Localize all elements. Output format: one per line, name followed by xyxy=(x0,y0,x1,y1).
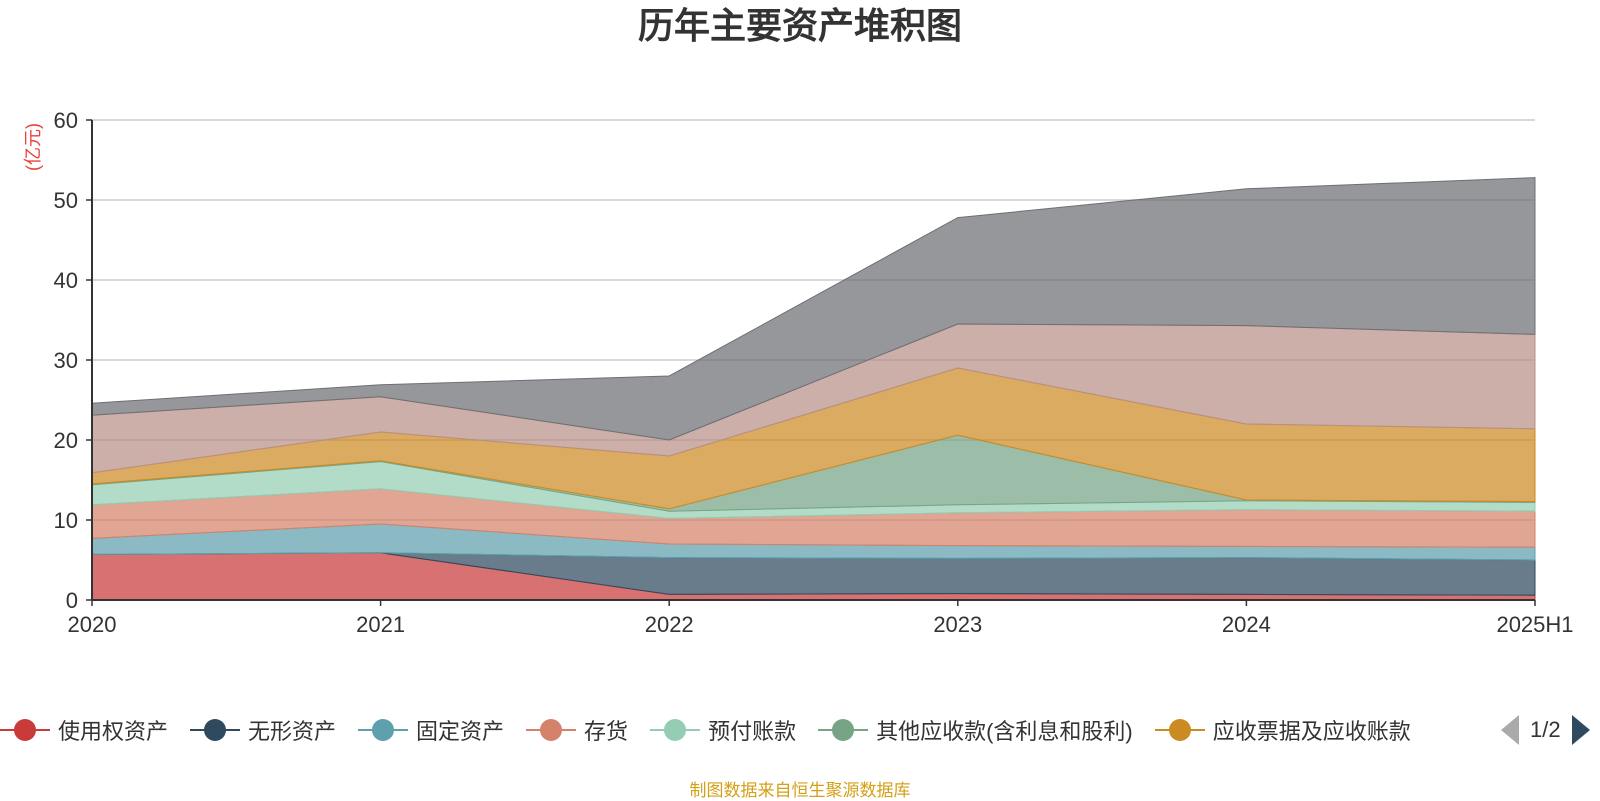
x-tick-label: 2024 xyxy=(1222,612,1271,637)
legend-item[interactable]: 无形资产 xyxy=(190,710,336,750)
x-tick-label: 2022 xyxy=(645,612,694,637)
y-tick-label: 10 xyxy=(54,508,78,533)
y-tick-label: 60 xyxy=(54,108,78,133)
legend-item-label: 无形资产 xyxy=(248,719,337,744)
legend-item[interactable]: 应收票据及应收账款 xyxy=(1154,710,1411,750)
legend-item-label: 使用权资产 xyxy=(58,719,169,744)
triangle-right-icon xyxy=(1571,715,1590,745)
legend-item[interactable]: 其他应收款(含利息和股利) xyxy=(818,710,1133,750)
legend-item-label: 其他应收款(含利息和股利) xyxy=(876,719,1133,744)
legend-item[interactable]: 固定资产 xyxy=(358,710,504,750)
legend-item[interactable]: 预付账款 xyxy=(650,710,796,750)
area-series-8 xyxy=(91,177,1536,441)
legend-item-label: 固定资产 xyxy=(416,719,505,744)
x-tick-label: 2025H1 xyxy=(1496,612,1573,637)
x-tick-label: 2020 xyxy=(68,612,117,637)
x-tick-label: 2023 xyxy=(933,612,982,637)
legend-item[interactable]: 存货 xyxy=(526,710,628,750)
legend-marker-icon xyxy=(650,719,701,741)
legend-marker-icon xyxy=(358,719,409,741)
legend-item-label: 应收票据及应收账款 xyxy=(1212,719,1411,744)
legend-pager: 1/2 xyxy=(1500,710,1591,750)
y-tick-label: 20 xyxy=(54,428,78,453)
legend-item[interactable]: 使用权资产 xyxy=(0,710,168,750)
triangle-left-icon xyxy=(1501,715,1519,745)
x-tick-label: 2021 xyxy=(356,612,405,637)
legend-marker-icon xyxy=(818,719,869,741)
legend-marker-icon xyxy=(526,719,577,741)
chart-title: 历年主要资产堆积图 xyxy=(637,5,962,46)
data-source-note: 制图数据来自恒生聚源数据库 xyxy=(689,781,911,800)
legend-next-button[interactable] xyxy=(1571,715,1591,745)
stacked-area-chart: 0 10 20 30 40 50 60 2020 2021 2022 2023 2024 2025H1 xyxy=(54,108,1574,637)
legend-marker-icon xyxy=(0,719,50,741)
legend-marker-icon xyxy=(190,719,241,741)
legend-items: 使用权资产 无形资产 固定资产 存货 预付账款 其他应收款(含利息和股利) 应收票据及应收账… xyxy=(0,710,1480,750)
legend-item-label: 存货 xyxy=(584,719,629,744)
legend-marker-icon xyxy=(1154,719,1205,741)
legend-item-label: 预付账款 xyxy=(708,719,797,744)
y-tick-label: 30 xyxy=(54,348,78,373)
y-tick-label: 0 xyxy=(66,588,78,613)
legend-page-indicator: 1/2 xyxy=(1530,717,1561,742)
y-tick-label: 40 xyxy=(54,268,78,293)
legend-prev-button[interactable] xyxy=(1500,715,1520,745)
y-tick-label: 50 xyxy=(54,188,78,213)
chart-legend: 使用权资产 无形资产 固定资产 存货 预付账款 其他应收款(含利息和股利) 应收票据及应收账… xyxy=(0,710,1600,750)
